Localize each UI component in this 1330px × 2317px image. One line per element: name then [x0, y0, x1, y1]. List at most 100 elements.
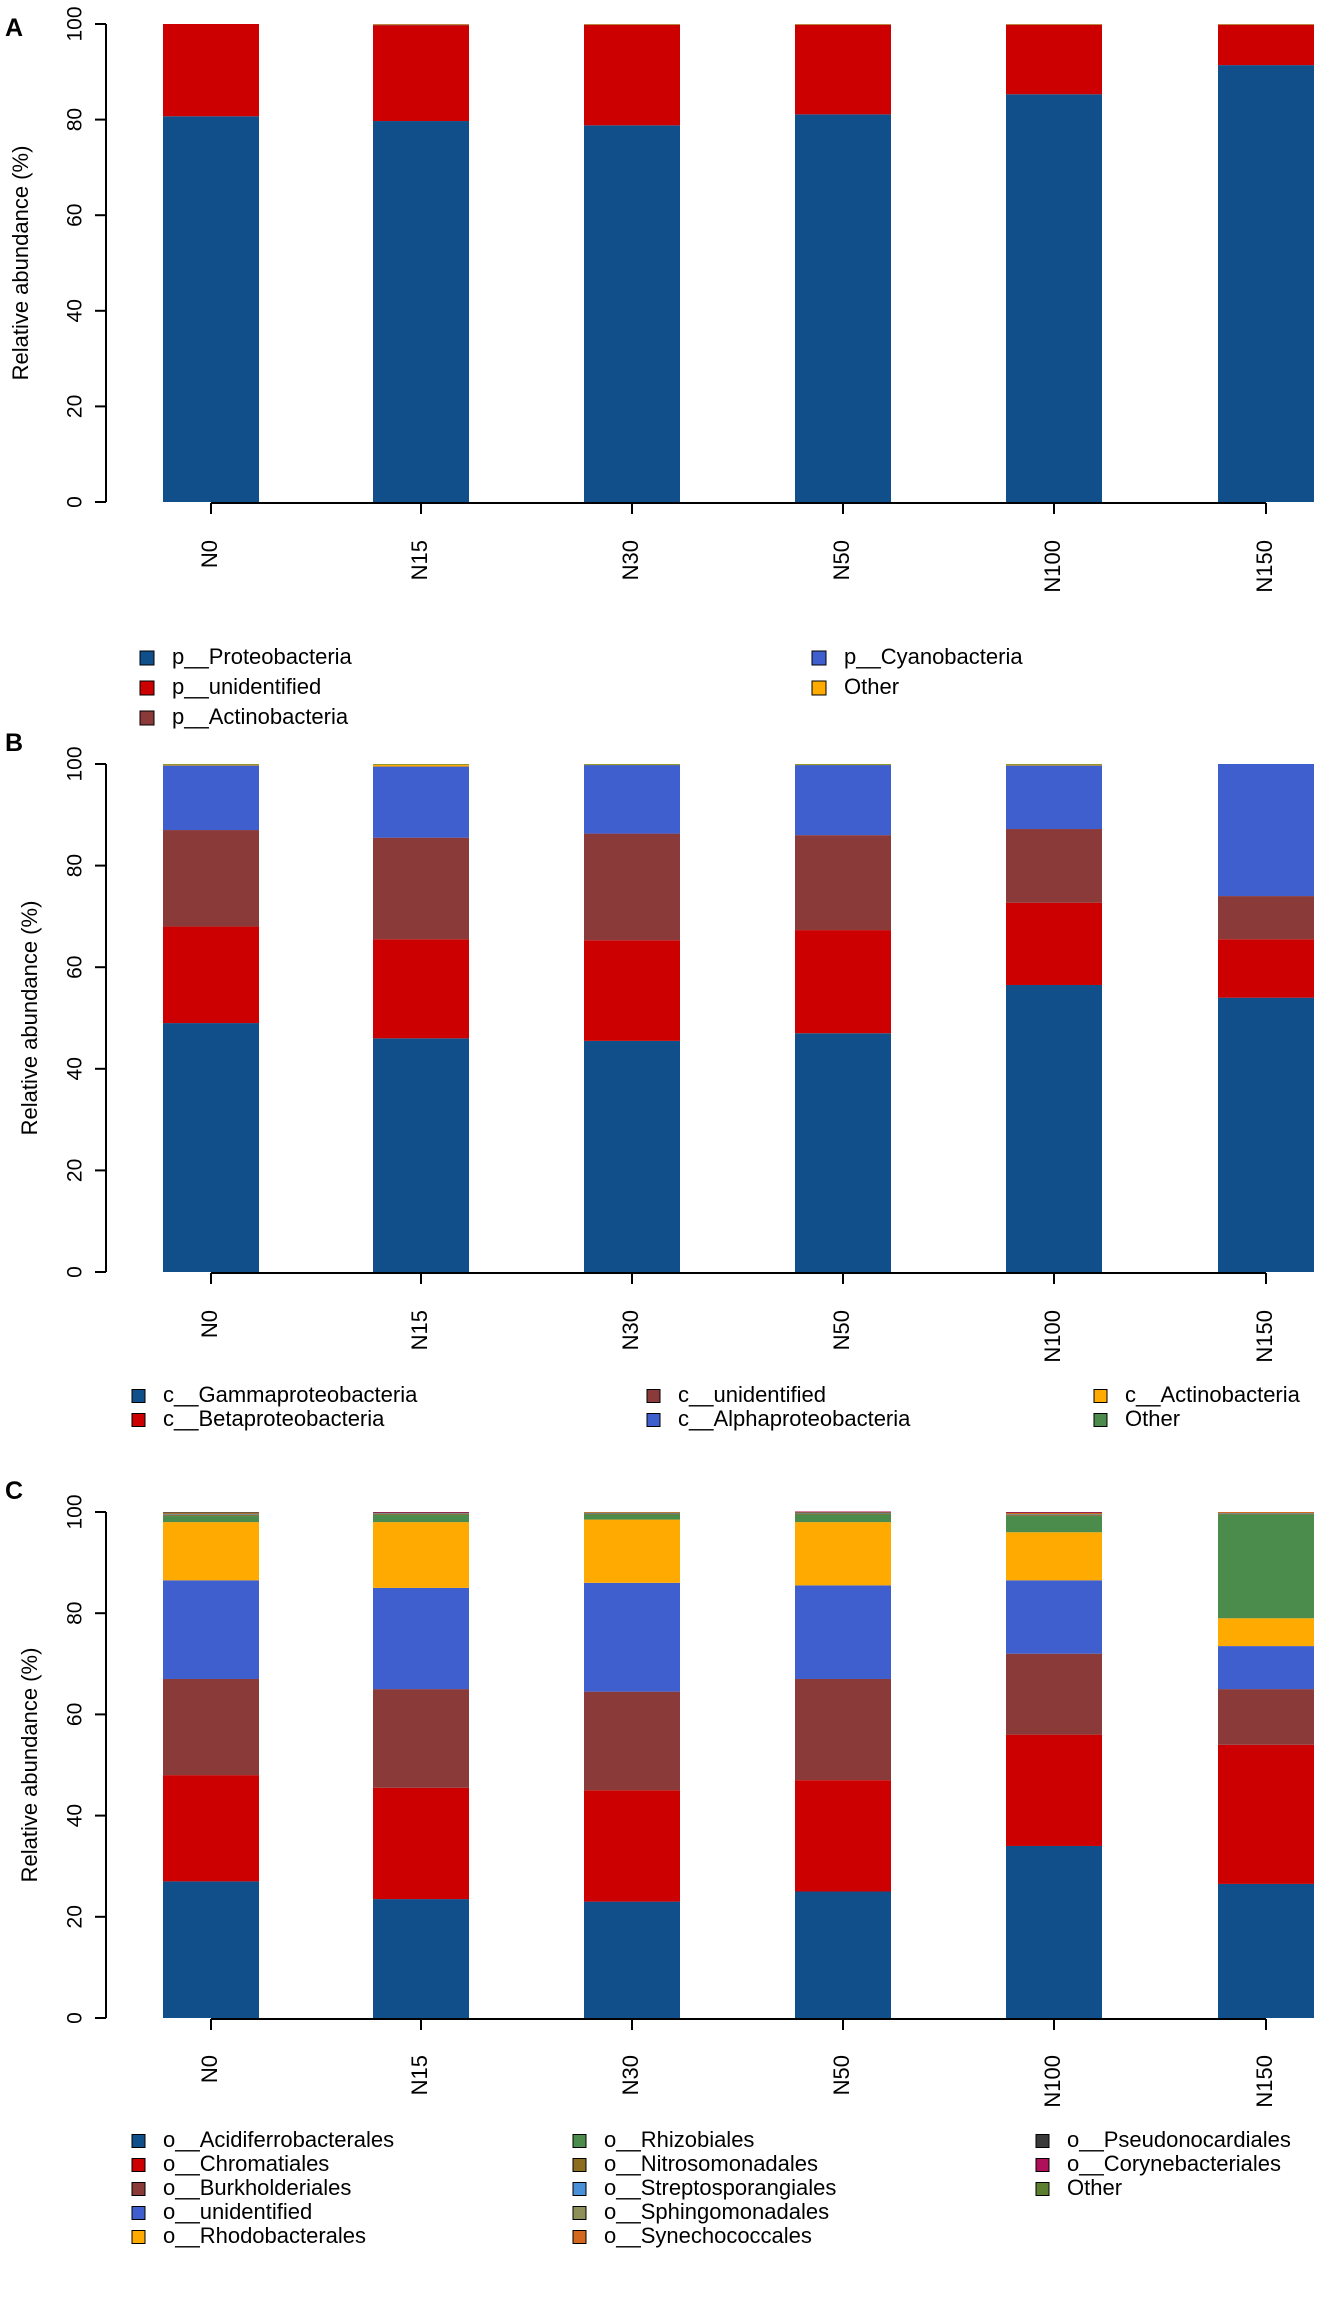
- legend-swatch: [1035, 2134, 1050, 2148]
- legend-swatch: [131, 2206, 146, 2220]
- bar-segment: [795, 1891, 891, 2018]
- bar-segment: [584, 24, 680, 25]
- x-tick-label: N150: [1252, 2055, 1277, 2108]
- bar-segment: [795, 1513, 891, 1514]
- bar-segment: [795, 1780, 891, 1892]
- bar-segment: [584, 940, 680, 1041]
- bar-segment: [1218, 65, 1314, 502]
- y-tick-label: 20: [64, 395, 87, 418]
- legend-swatch: [811, 650, 827, 666]
- bar-segment: [1006, 829, 1102, 903]
- bar-segment: [163, 764, 259, 766]
- bar-segment: [373, 1522, 469, 1588]
- legend: p__Proteobacteria p__unidentified p__Actin…: [139, 644, 1023, 729]
- bar-segment: [1218, 24, 1314, 25]
- bar-segment: [373, 24, 469, 26]
- bar-segment: [1218, 1513, 1314, 1515]
- bar-segment: [373, 1513, 469, 1515]
- y-tick-label: 20: [64, 1159, 87, 1182]
- legend-swatch: [131, 2230, 146, 2244]
- legend-label: o__unidentified: [163, 2199, 312, 2224]
- bar-segment: [795, 1513, 891, 1515]
- bar-segment: [1006, 984, 1102, 1272]
- y-tick-label: 100: [64, 746, 87, 781]
- bar-segment: [584, 1513, 680, 1514]
- bar-segment: [1006, 764, 1102, 765]
- legend-label: p__unidentified: [172, 674, 321, 699]
- bar-segment: [373, 1512, 469, 1513]
- bar-segment: [163, 1678, 259, 1776]
- legend-swatch: [572, 2134, 587, 2148]
- bar-segment: [163, 1023, 259, 1272]
- bar-segment: [1006, 1653, 1102, 1735]
- bar-segment: [163, 1881, 259, 2018]
- bar-segment: [795, 1511, 891, 1513]
- bar-segment: [1218, 1689, 1314, 1745]
- bar-segment: [163, 926, 259, 1024]
- y-tick-label: 60: [64, 204, 87, 227]
- legend-label: o__Pseudonocardiales: [1067, 2127, 1291, 2152]
- x-tick-label: N100: [1040, 2055, 1065, 2108]
- legend-swatch: [811, 680, 827, 696]
- bar-segment: [1006, 1580, 1102, 1654]
- bar-segment: [373, 1038, 469, 1272]
- bar-segment: [1218, 896, 1314, 940]
- bar-segment: [1006, 24, 1102, 25]
- bar-segment: [163, 830, 259, 927]
- bar-segment: [795, 1678, 891, 1781]
- bar-segment: [795, 24, 891, 25]
- bar-segment: [584, 24, 680, 126]
- bar-segment: [1218, 764, 1314, 897]
- bar-segment: [584, 1040, 680, 1272]
- bar-segment: [795, 764, 891, 765]
- bar-segment: [1006, 1532, 1102, 1581]
- panel-letter: B: [5, 729, 23, 757]
- bar-segment: [1006, 1514, 1102, 1516]
- y-tick-label: 40: [64, 1804, 87, 1827]
- bar-segment: [795, 114, 891, 502]
- bar-segment: [795, 930, 891, 1034]
- bar-segment: [373, 1899, 469, 2018]
- legend-label: Other: [1067, 2175, 1122, 2200]
- y-axis-label: Relative abundance (%): [17, 901, 42, 1136]
- bar-segment: [373, 837, 469, 940]
- bar-segment: [1006, 1514, 1102, 1515]
- bar-segment: [795, 764, 891, 766]
- bar-segment: [795, 1522, 891, 1586]
- bar-segment: [1218, 1513, 1314, 1514]
- legend-label: c__Betaproteobacteria: [163, 1406, 385, 1431]
- bar-segment: [163, 1512, 259, 1513]
- legend-swatch: [139, 680, 155, 696]
- y-tick-label: 0: [64, 496, 87, 508]
- x-tick-label: N30: [618, 540, 643, 580]
- legend-label: o__Synechococcales: [604, 2223, 812, 2248]
- legend-swatch: [646, 1389, 661, 1403]
- bar-segment: [163, 1514, 259, 1516]
- bar-segment: [163, 1513, 259, 1514]
- x-tick-label: N50: [829, 1310, 854, 1350]
- bar-segment: [373, 766, 469, 838]
- legend-swatch: [646, 1413, 661, 1427]
- bar-segment: [1218, 1744, 1314, 1884]
- bar-segment: [584, 1582, 680, 1692]
- bar-segment: [163, 1580, 259, 1679]
- legend-swatch: [1035, 2182, 1050, 2196]
- legend-label: c__unidentified: [678, 1382, 826, 1407]
- chart-panel-B: B 0 20 40 60 80 100 Relative abundance (%) N0 N15…: [5, 729, 1314, 1431]
- bar-segment: [163, 764, 259, 765]
- legend-swatch: [131, 1413, 146, 1427]
- legend-swatch: [1093, 1389, 1108, 1403]
- x-tick-label: N15: [407, 540, 432, 580]
- bar-segment: [163, 1515, 259, 1517]
- bar-segment: [1218, 24, 1314, 66]
- legend-swatch: [131, 1389, 146, 1403]
- legend-swatch: [572, 2206, 587, 2220]
- bar-segment: [373, 764, 469, 767]
- bar-segment: [163, 1775, 259, 1882]
- y-tick-label: 40: [64, 1057, 87, 1080]
- bar-segment: [373, 1689, 469, 1788]
- y-tick-label: 60: [64, 1703, 87, 1726]
- legend: o__Acidiferrobacteraleso__Chromatialeso_…: [131, 2127, 1291, 2248]
- bar-segment: [1006, 1516, 1102, 1533]
